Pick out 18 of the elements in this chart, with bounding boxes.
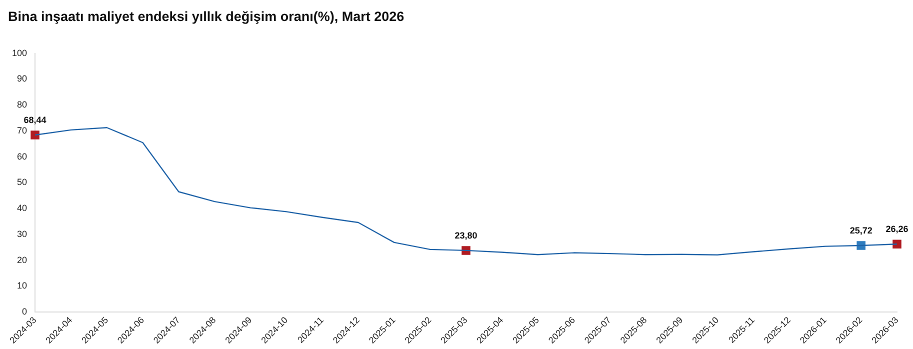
y-tick-label: 70 <box>17 125 28 136</box>
data-label: 23,80 <box>454 230 478 240</box>
y-tick-label: 10 <box>17 280 28 291</box>
data-label: 68,44 <box>24 115 46 125</box>
y-tick-label: 0 <box>22 306 28 316</box>
y-tick-label: 30 <box>17 228 28 239</box>
y-tick-label: 60 <box>17 151 28 162</box>
y-tick-label: 40 <box>17 203 28 214</box>
chart-title: Bina inşaatı maliyet endeksi yıllık değişim oranı(%), Mart 2026 <box>8 9 404 24</box>
y-tick-label: 100 <box>12 48 28 58</box>
point <box>892 240 902 248</box>
y-tick-label: 50 <box>17 177 28 188</box>
data-label: 26,26 <box>886 224 908 234</box>
y-tick-label: 80 <box>17 100 28 110</box>
point <box>30 130 40 140</box>
y-tick-label: 20 <box>17 254 28 265</box>
y-tick-label: 90 <box>17 74 28 84</box>
data-label: 25,72 <box>850 225 872 236</box>
